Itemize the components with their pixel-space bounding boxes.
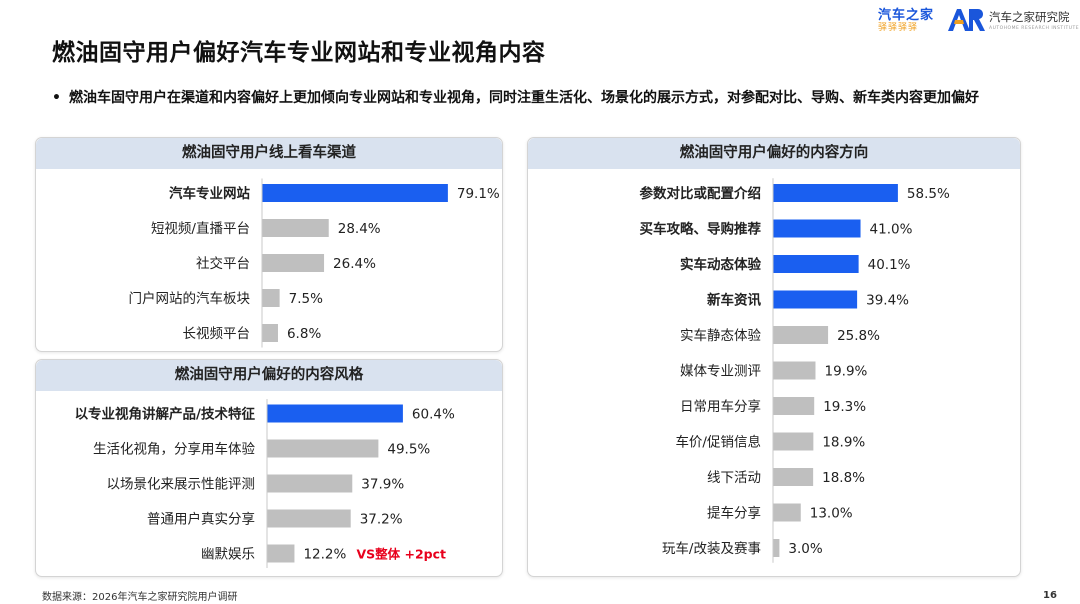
bar bbox=[262, 254, 325, 272]
category-label: 社交平台 bbox=[196, 255, 250, 272]
category-label: 线下活动 bbox=[707, 470, 761, 486]
panel-online-channels: 燃油固守用户线上看车渠道 汽车专业网站 79.1% 短视频/直播平台 28.4% 社交平… bbox=[35, 137, 503, 352]
value-label: 40.1% bbox=[868, 257, 911, 273]
ar-emblem-icon bbox=[948, 9, 985, 31]
bar bbox=[773, 468, 814, 486]
value-label: 37.2% bbox=[360, 512, 403, 528]
bar bbox=[773, 255, 859, 273]
category-label: 提车分享 bbox=[707, 505, 761, 522]
page-number: 16 bbox=[1043, 590, 1057, 601]
bar bbox=[267, 509, 351, 528]
value-label: 79.1% bbox=[457, 186, 500, 202]
value-label: 37.9% bbox=[361, 477, 404, 493]
category-label: 幽默娱乐 bbox=[201, 547, 255, 563]
value-label: 41.0% bbox=[870, 222, 913, 238]
value-label: 13.0% bbox=[810, 506, 853, 522]
category-label: 生活化视角，分享用车体验 bbox=[93, 441, 255, 458]
value-label: 18.8% bbox=[822, 470, 865, 486]
page-title: 燃油固守用户偏好汽车专业网站和专业视角内容 bbox=[52, 40, 546, 66]
value-label: 28.4% bbox=[338, 221, 381, 237]
category-label: 媒体专业测评 bbox=[680, 364, 761, 380]
category-label: 实车静态体验 bbox=[680, 327, 761, 344]
bar bbox=[773, 539, 780, 557]
summary-text: 燃油车固守用户在渠道和内容偏好上更加倾向专业网站和专业视角，同时注重生活化、场景… bbox=[69, 90, 979, 106]
value-label: 3.0% bbox=[788, 541, 822, 557]
comparison-annotation: VS整体 +2pct bbox=[356, 547, 446, 562]
category-label: 日常用车分享 bbox=[680, 398, 761, 415]
category-label: 以场景化来展示性能评测 bbox=[107, 477, 256, 493]
category-label: 新车资讯 bbox=[707, 292, 761, 309]
category-label: 长视频平台 bbox=[183, 326, 251, 342]
value-label: 25.8% bbox=[837, 328, 880, 344]
bar bbox=[773, 432, 814, 451]
value-label: 49.5% bbox=[387, 442, 430, 458]
institute-en-name: AUTOHOME RESEARCH INSTITUTE bbox=[989, 26, 1080, 31]
bar bbox=[773, 290, 858, 309]
panel-content-direction: 燃油固守用户偏好的内容方向 参数对比或配置介绍 58.5% 买车攻略、导购推荐 41.… bbox=[527, 137, 1021, 577]
panel-online-channels-title: 燃油固守用户线上看车渠道 bbox=[36, 138, 502, 169]
value-label: 7.5% bbox=[289, 291, 323, 307]
bar bbox=[773, 184, 898, 202]
bar bbox=[773, 326, 829, 344]
value-label: 19.3% bbox=[823, 399, 866, 415]
category-label: 汽车专业网站 bbox=[169, 185, 250, 202]
category-label: 以专业视角讲解产品/技术特征 bbox=[75, 406, 256, 423]
category-label: 门户网站的汽车板块 bbox=[129, 290, 251, 307]
bar bbox=[773, 219, 861, 238]
bar bbox=[262, 184, 448, 202]
category-label: 普通用户真实分享 bbox=[147, 511, 255, 528]
category-label: 实车动态体验 bbox=[680, 256, 761, 273]
panel-content-direction-title: 燃油固守用户偏好的内容方向 bbox=[528, 138, 1020, 169]
brand-sub: 驿驿驿驿 bbox=[878, 23, 919, 33]
bar bbox=[267, 544, 295, 563]
brand-name: 汽车之家 bbox=[878, 8, 935, 23]
value-label: 19.9% bbox=[824, 364, 867, 380]
bar bbox=[262, 289, 280, 307]
value-label: 60.4% bbox=[412, 407, 455, 423]
online-channels-bar-chart: 汽车专业网站 79.1% 短视频/直播平台 28.4% 社交平台 26.4% 门户网站的汽车… bbox=[129, 178, 500, 348]
bullet-dot-icon: • bbox=[52, 90, 61, 106]
bar bbox=[773, 361, 816, 380]
value-label: 6.8% bbox=[287, 326, 321, 342]
panel-content-style-title: 燃油固守用户偏好的内容风格 bbox=[36, 360, 502, 391]
bar bbox=[773, 397, 815, 415]
panel-content-style: 燃油固守用户偏好的内容风格 以专业视角讲解产品/技术特征 60.4% 生活化视角，分… bbox=[35, 359, 503, 577]
category-label: 买车攻略、导购推荐 bbox=[640, 221, 762, 238]
institute-name: 汽车之家研究院 bbox=[989, 10, 1070, 24]
category-label: 玩车/改装及赛事 bbox=[662, 540, 761, 557]
bar bbox=[267, 474, 353, 493]
value-label: 26.4% bbox=[333, 256, 376, 272]
autohome-logo: 汽车之家 驿驿驿驿 bbox=[878, 8, 936, 33]
content-style-bar-chart: 以专业视角讲解产品/技术特征 60.4% 生活化视角，分享用车体验 49.5% 以场景化… bbox=[75, 399, 455, 568]
value-label: 58.5% bbox=[907, 186, 950, 202]
value-label: 39.4% bbox=[866, 293, 909, 309]
bar bbox=[267, 404, 403, 423]
bar bbox=[773, 503, 801, 522]
data-source-note: 数据来源：2026年汽车之家研究院用户调研 bbox=[42, 592, 238, 603]
category-label: 车价/促销信息 bbox=[675, 434, 761, 451]
bar bbox=[267, 439, 379, 458]
bar bbox=[262, 324, 278, 342]
bar bbox=[262, 219, 329, 237]
category-label: 短视频/直播平台 bbox=[151, 221, 250, 237]
value-label: 18.9% bbox=[822, 435, 865, 451]
summary-bullet: • 燃油车固守用户在渠道和内容偏好上更加倾向专业网站和专业视角，同时注重生活化、… bbox=[52, 89, 1062, 108]
value-label: 12.2% bbox=[303, 547, 346, 563]
content-direction-bar-chart: 参数对比或配置介绍 58.5% 买车攻略、导购推荐 41.0% 实车动态体验 40.1% 新… bbox=[640, 178, 950, 563]
category-label: 参数对比或配置介绍 bbox=[640, 185, 762, 202]
